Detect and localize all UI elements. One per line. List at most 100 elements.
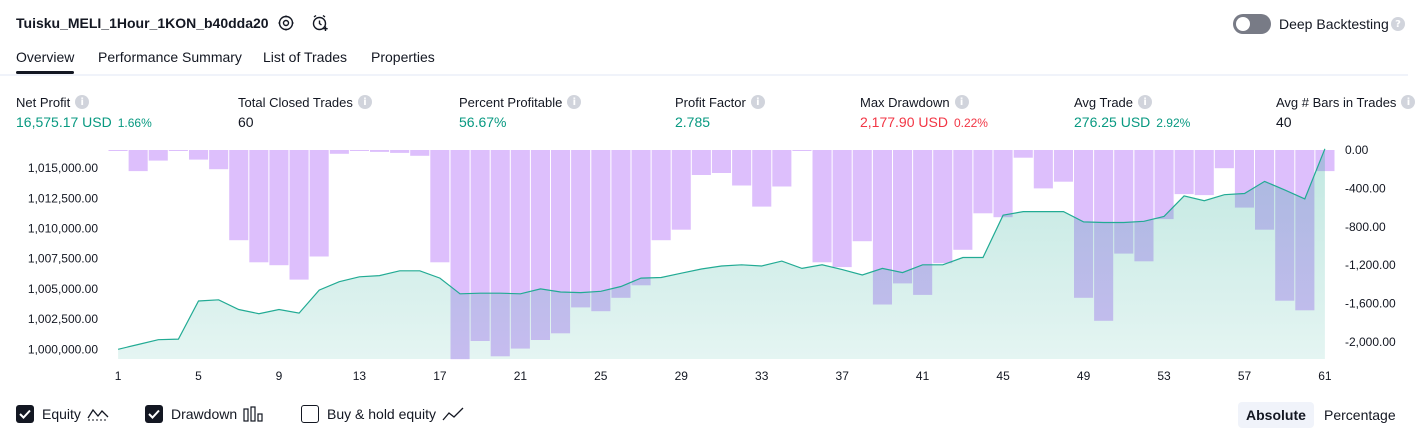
drawdown-bar — [289, 150, 309, 280]
metric-total-closed-trades: Total Closed Trades i 60 — [238, 94, 372, 130]
equity-checkbox[interactable] — [16, 405, 34, 423]
info-icon[interactable]: i — [75, 95, 90, 109]
metric-percent: 0.22% — [953, 116, 988, 130]
drawdown-bar — [551, 150, 571, 334]
drawdown-bar — [1053, 150, 1073, 182]
drawdown-bar — [671, 150, 691, 230]
info-icon[interactable]: i — [1401, 95, 1416, 109]
drawdown-bar — [1154, 150, 1174, 220]
x-axis: 1 5 9 13 17 21 25 29 33 37 41 45 49 53 57 61 — [115, 369, 1332, 383]
metric-label: Profit Factor — [675, 94, 746, 110]
drawdown-bar — [249, 150, 269, 263]
legend-equity[interactable]: Equity — [16, 403, 109, 425]
drawdown-bar — [953, 150, 973, 250]
right-axis-tick: 0.00 — [1345, 143, 1369, 157]
x-axis-tick: 21 — [514, 369, 528, 383]
drawdown-bar — [872, 150, 892, 305]
legend-label: Equity — [42, 406, 81, 422]
right-axis-tick: -2,000.00 — [1345, 335, 1396, 349]
info-icon[interactable]: i — [954, 95, 969, 109]
metric-max-drawdown: Max Drawdown i 2,177.90 USD 0.22% — [860, 94, 988, 131]
tab-list-of-trades[interactable]: List of Trades — [263, 49, 348, 65]
drawdown-bar — [933, 150, 953, 264]
strategy-title: Tuisku_MELI_1Hour_1KON_b40dda20 — [16, 15, 269, 31]
metric-net-profit: Net Profit i 16,575.17 USD 1.66% — [16, 94, 152, 131]
buy-hold-checkbox[interactable] — [301, 405, 319, 423]
metric-value: 60 — [238, 114, 254, 130]
drawdown-bar — [591, 150, 611, 312]
deep-backtesting-label: Deep Backtesting — [1279, 16, 1389, 32]
metric-label: Total Closed Trades — [238, 94, 353, 110]
drawdown-bar — [430, 150, 450, 263]
x-axis-tick: 49 — [1077, 369, 1091, 383]
info-icon[interactable]: i — [1138, 95, 1153, 109]
metric-value: 2,177.90 USD — [860, 114, 948, 130]
strategy-header: Tuisku_MELI_1Hour_1KON_b40dda20 Deep Bac… — [0, 0, 1424, 46]
drawdown-bar — [631, 150, 651, 286]
drawdown-bar — [772, 150, 792, 187]
info-icon[interactable]: i — [567, 95, 582, 109]
x-axis-tick: 5 — [195, 369, 202, 383]
x-axis-tick: 41 — [916, 369, 930, 383]
equity-drawdown-chart[interactable]: 1,000,000.00 1,002,500.00 1,005,000.00 1,00… — [0, 140, 1424, 398]
metric-value: 56.67% — [459, 114, 507, 130]
drawdown-bar — [1214, 150, 1234, 169]
left-axis-tick: 1,000,000.00 — [28, 342, 98, 356]
drawdown-bar — [229, 150, 249, 241]
drawdown-bar — [189, 150, 209, 160]
settings-gear-icon[interactable] — [276, 13, 296, 33]
metric-percent: 1.66% — [117, 116, 152, 130]
metric-value: 2.785 — [675, 114, 711, 130]
equity-series — [117, 148, 1326, 359]
equity-line — [117, 148, 1326, 350]
drawdown-bar — [390, 150, 410, 153]
absolute-button[interactable]: Absolute — [1238, 402, 1314, 428]
metric-label: Avg Trade — [1074, 94, 1134, 110]
bars-icon — [243, 406, 263, 422]
x-axis-tick: 61 — [1318, 369, 1332, 383]
left-axis-tick: 1,005,000.00 — [28, 282, 98, 296]
drawdown-bar — [269, 150, 289, 266]
drawdown-bar — [168, 150, 188, 151]
drawdown-bar — [1194, 150, 1214, 196]
x-axis-tick: 13 — [353, 369, 367, 383]
drawdown-bar — [691, 150, 711, 175]
metric-value: 40 — [1276, 114, 1292, 130]
metric-avg-bars-in-trades: Avg # Bars in Trades i 40 — [1276, 94, 1416, 130]
legend-buy-hold-equity[interactable]: Buy & hold equity — [301, 403, 464, 425]
x-axis-tick: 53 — [1157, 369, 1171, 383]
metric-label: Max Drawdown — [860, 94, 950, 110]
tab-properties[interactable]: Properties — [371, 49, 435, 65]
x-axis-tick: 57 — [1238, 369, 1252, 383]
info-icon[interactable]: i — [357, 95, 372, 109]
tab-performance-summary[interactable]: Performance Summary — [98, 49, 242, 65]
help-icon[interactable]: ? — [1391, 17, 1405, 31]
right-axis: 0.00 -400.00 -800.00 -1,200.00 -1,600.00 -2,0… — [1345, 143, 1396, 349]
left-axis-tick: 1,015,000.00 — [28, 161, 98, 175]
info-icon[interactable]: i — [750, 95, 765, 109]
percentage-button[interactable]: Percentage — [1324, 407, 1396, 423]
drawdown-bar — [792, 150, 812, 151]
legend-drawdown[interactable]: Drawdown — [145, 403, 263, 425]
right-axis-tick: -400.00 — [1345, 181, 1386, 195]
drawdown-bar — [209, 150, 229, 170]
x-axis-tick: 37 — [836, 369, 850, 383]
tab-overview[interactable]: Overview — [16, 49, 75, 74]
metric-label: Avg # Bars in Trades — [1276, 94, 1397, 110]
x-axis-tick: 1 — [115, 369, 122, 383]
deep-backtesting-toggle[interactable] — [1233, 14, 1271, 34]
drawdown-bar — [732, 150, 752, 186]
x-axis-tick: 29 — [675, 369, 689, 383]
drawdown-checkbox[interactable] — [145, 405, 163, 423]
left-axis-tick: 1,007,500.00 — [28, 252, 98, 266]
x-axis-tick: 25 — [594, 369, 608, 383]
left-axis-tick: 1,012,500.00 — [28, 191, 98, 205]
add-alert-icon[interactable] — [310, 13, 330, 33]
drawdown-bar — [148, 150, 168, 161]
drawdown-bar — [349, 150, 369, 151]
metric-avg-trade: Avg Trade i 276.25 USD 2.92% — [1074, 94, 1190, 131]
drawdown-bar — [993, 150, 1013, 218]
drawdown-bar — [832, 150, 852, 268]
equity-area — [118, 148, 1325, 359]
right-axis-tick: -1,200.00 — [1345, 258, 1396, 272]
